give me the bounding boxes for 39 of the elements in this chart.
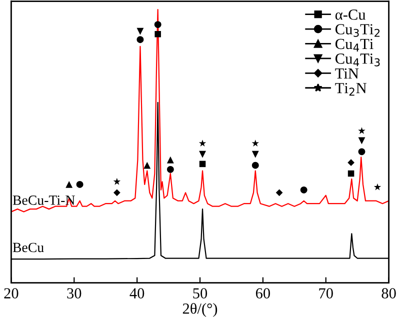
point [166,156,174,164]
legend-label: Cu$_{4}$Ti$_{3}$ [335,54,380,66]
point [199,160,206,168]
point [348,159,354,166]
point [199,150,206,158]
point [144,162,151,169]
x-tick-label: 60 [256,288,270,298]
point [198,140,206,147]
point [154,21,162,28]
point [113,178,121,185]
point [374,183,382,190]
point [166,166,174,173]
point [76,180,84,188]
point [348,170,354,177]
point [154,31,161,38]
x-tick-label: 50 [193,288,208,298]
point [252,162,259,169]
x-tick-label: 70 [319,288,333,298]
series-label: BeCu [12,242,44,252]
point [276,189,283,196]
legend-label: TiN [335,68,359,79]
point [300,186,308,194]
legend-label: Cu$_{4}$Ti [335,38,374,52]
x-tick-label: 30 [67,288,82,298]
legend-label: Cu$_{3}$Ti$_{2}$ [335,24,380,37]
legend-label: Ti$_{2}$N [335,82,366,96]
point [136,28,144,35]
point [252,140,260,147]
point [66,180,73,188]
point [136,36,144,44]
x-axis-title: 2θ/(°) [182,302,218,317]
point [252,150,259,158]
point [113,189,120,196]
point [358,148,366,156]
legend-label: α-Cu [335,10,366,20]
x-tick-label: 40 [130,288,144,298]
x-tick-label: 20 [4,288,18,298]
point [358,127,366,134]
x-tick-label: 80 [382,288,396,298]
